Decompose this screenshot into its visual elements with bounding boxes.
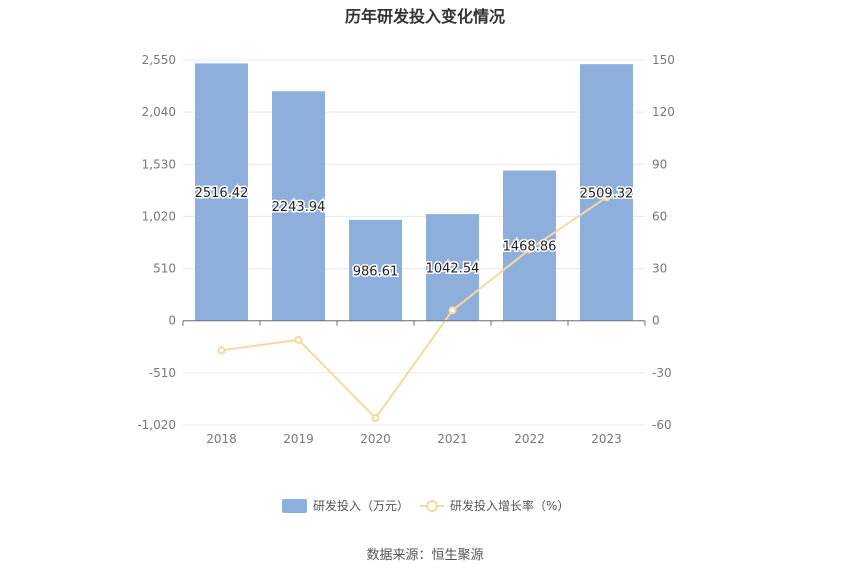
line-point xyxy=(294,335,303,344)
grid-lines xyxy=(183,59,645,426)
line-point xyxy=(371,414,380,423)
bar-data-label: 1042.54 xyxy=(426,261,480,276)
legend[interactable]: 研发投入（万元） 研发投入增长率（%） xyxy=(282,498,569,513)
x-tick-label: 2021 xyxy=(437,432,468,446)
y-right-tick-label: 30 xyxy=(652,262,667,276)
bar-data-label: 986.61 xyxy=(353,264,399,279)
line-series xyxy=(217,193,611,423)
y-right-tick-label: 0 xyxy=(652,314,660,328)
legend-label-line[interactable]: 研发投入增长率（%） xyxy=(450,498,569,513)
y-left-tick-label: -510 xyxy=(149,366,176,380)
bar xyxy=(272,91,325,321)
growth-line xyxy=(221,196,608,420)
legend-label-bar[interactable]: 研发投入（万元） xyxy=(313,498,409,513)
data-labels: 2516.42 2243.94 986.61 1042.54 1468.86 2509.3… xyxy=(193,185,635,281)
bar xyxy=(580,64,633,321)
legend-swatch-marker xyxy=(426,500,438,512)
bar-data-label: 2243.94 xyxy=(272,200,326,215)
y-left-tick-label: 1,020 xyxy=(142,209,176,223)
y-right-tick-label: 60 xyxy=(652,209,667,223)
y-right-tick-label: -30 xyxy=(652,366,672,380)
bar xyxy=(195,63,248,321)
x-tick-label: 2018 xyxy=(206,432,237,446)
y-right-tick-label: 150 xyxy=(652,53,675,67)
data-source: 数据来源：恒生聚源 xyxy=(366,548,483,563)
line-point xyxy=(525,245,534,254)
bar xyxy=(349,219,402,321)
x-tick-label: 2019 xyxy=(283,432,314,446)
y-left-tick-label: 2,040 xyxy=(142,105,176,119)
line-point xyxy=(602,193,611,202)
bar-series xyxy=(195,63,633,321)
line-point xyxy=(448,306,457,315)
bar xyxy=(426,214,479,321)
y-left-tick-label: 2,550 xyxy=(142,53,176,67)
x-tick-label: 2023 xyxy=(591,432,622,446)
y-left-tick-label: -1,020 xyxy=(137,418,176,432)
line-point xyxy=(217,346,226,355)
bar-data-label: 1468.86 xyxy=(503,240,557,255)
bar-data-label: 2509.32 xyxy=(580,186,634,201)
y-left-tick-label: 1,530 xyxy=(142,157,176,171)
legend-swatch-bar xyxy=(282,499,307,513)
y-left-tick-label: 0 xyxy=(168,314,176,328)
y-right-tick-label: 120 xyxy=(652,105,675,119)
y-right-tick-label: 90 xyxy=(652,157,667,171)
axes: 2,550 150 2,040 120 1,530 90 1,020 60 510 30 0 0 -51… xyxy=(137,53,675,446)
y-left-tick-label: 510 xyxy=(153,262,176,276)
x-tick-label: 2020 xyxy=(360,432,391,446)
y-right-tick-label: -60 xyxy=(652,418,672,432)
bar-data-label: 2516.42 xyxy=(195,186,249,201)
chart-title: 历年研发投入变化情况 xyxy=(345,7,505,26)
x-tick-label: 2022 xyxy=(514,432,545,446)
